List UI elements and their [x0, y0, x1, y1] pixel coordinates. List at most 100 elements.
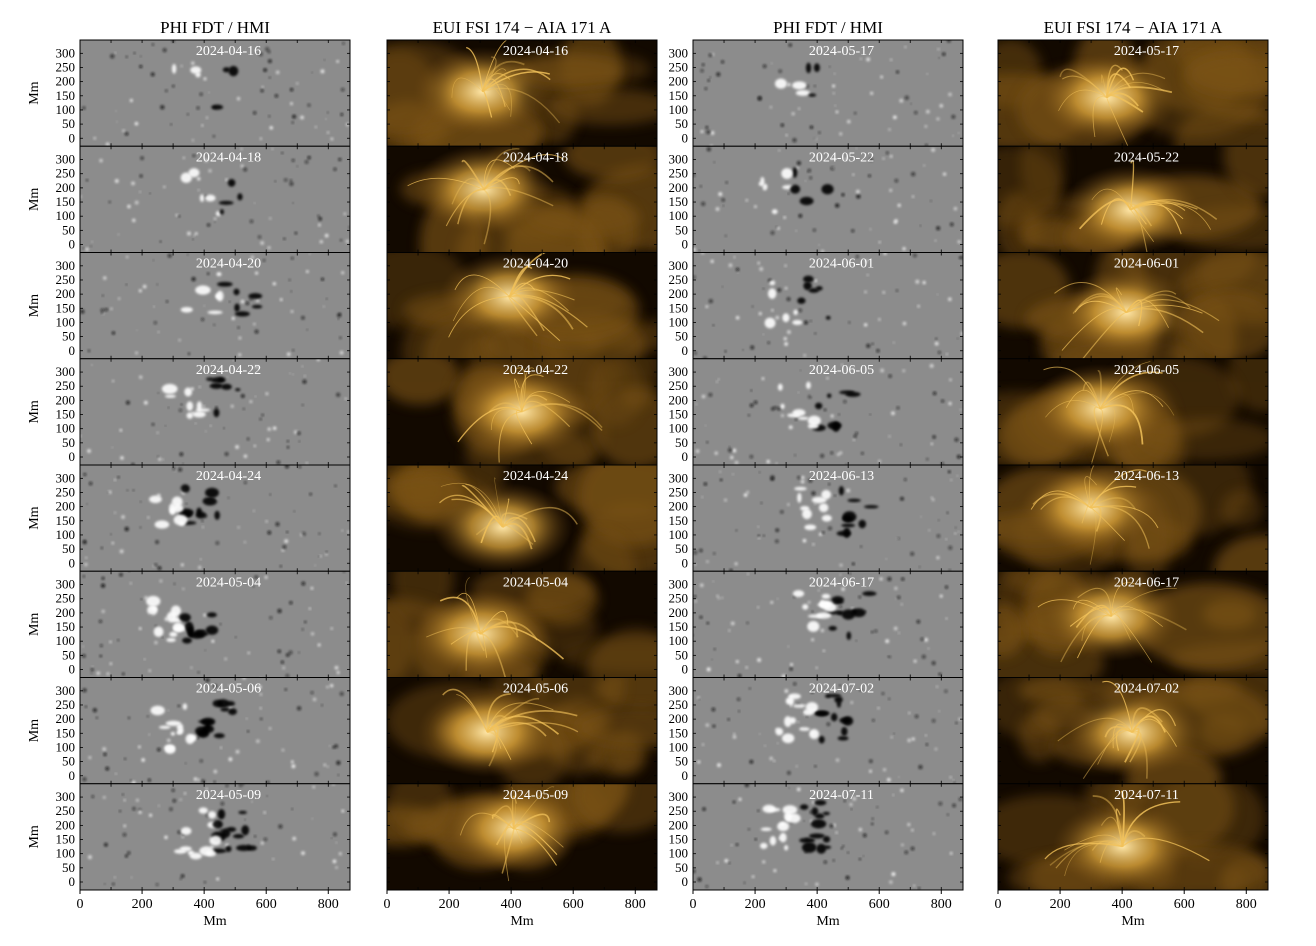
y-tick-label: 150	[56, 88, 76, 103]
panel-date: 2024-05-17	[809, 44, 874, 59]
y-tick-label: 250	[56, 484, 76, 499]
y-axis-label: Mm	[27, 506, 42, 529]
y-tick-label: 150	[56, 619, 76, 634]
y-tick-label: 200	[669, 499, 689, 514]
y-tick-label: 0	[69, 555, 76, 570]
y-tick-label: 150	[669, 513, 689, 528]
y-tick-label: 150	[669, 194, 689, 209]
y-tick-label: 200	[669, 711, 689, 726]
y-tick-label: 100	[56, 633, 76, 648]
y-tick-label: 250	[669, 591, 689, 606]
y-tick-label: 200	[56, 711, 76, 726]
panel-frame	[997, 783, 1269, 891]
y-tick-label: 200	[669, 286, 689, 301]
panel-frame	[79, 783, 351, 891]
y-tick-label: 200	[669, 605, 689, 620]
y-tick-label: 0	[682, 343, 689, 358]
panel-date: 2024-06-05	[809, 363, 874, 378]
y-tick-label: 250	[56, 378, 76, 393]
x-tick-label: 200	[439, 897, 460, 912]
y-tick-label: 50	[62, 647, 75, 662]
y-tick-label: 50	[62, 860, 75, 875]
y-tick-label: 300	[669, 258, 689, 273]
y-tick-label: 50	[675, 222, 688, 237]
y-axis-label: Mm	[27, 81, 42, 104]
column-title: EUI FSI 174 − AIA 171 A	[433, 18, 612, 37]
y-tick-label: 200	[669, 74, 689, 89]
y-tick-label: 0	[69, 768, 76, 783]
y-tick-label: 50	[675, 754, 688, 769]
panel-date: 2024-04-16	[503, 44, 568, 59]
panel-euv: 2024-04-18	[386, 145, 658, 253]
panel-euv: 2024-05-04	[386, 570, 658, 678]
panel-date: 2024-05-17	[1114, 44, 1179, 59]
panel-date: 2024-05-09	[196, 788, 261, 803]
x-axis-label: Mm	[510, 914, 533, 929]
panel-date: 2024-07-02	[809, 682, 874, 697]
y-tick-label: 0	[682, 555, 689, 570]
y-tick-label: 150	[56, 407, 76, 422]
y-tick-label: 300	[56, 45, 76, 60]
y-tick-label: 150	[56, 194, 76, 209]
panel-date: 2024-06-05	[1114, 363, 1179, 378]
y-tick-label: 200	[669, 392, 689, 407]
y-tick-label: 250	[56, 59, 76, 74]
y-tick-label: 50	[675, 435, 688, 450]
y-tick-label: 0	[682, 449, 689, 464]
y-tick-label: 100	[56, 739, 76, 754]
y-tick-label: 0	[682, 874, 689, 889]
y-tick-label: 300	[669, 789, 689, 804]
y-tick-label: 50	[675, 647, 688, 662]
y-tick-label: 0	[69, 130, 76, 145]
panel-date: 2024-05-04	[503, 575, 568, 590]
panel-date: 2024-06-13	[1114, 469, 1179, 484]
x-axis-label: Mm	[203, 914, 226, 929]
x-tick-label: 200	[1050, 897, 1071, 912]
x-tick-label: 200	[132, 897, 153, 912]
x-tick-label: 800	[318, 897, 339, 912]
panel-date: 2024-07-11	[809, 788, 874, 803]
x-axis-label: Mm	[816, 914, 839, 929]
y-tick-label: 100	[669, 208, 689, 223]
y-tick-label: 250	[669, 803, 689, 818]
y-tick-label: 0	[69, 874, 76, 889]
y-tick-label: 250	[669, 166, 689, 181]
y-tick-label: 50	[675, 329, 688, 344]
y-tick-label: 300	[56, 470, 76, 485]
y-tick-label: 300	[56, 683, 76, 698]
y-axis-label: Mm	[27, 294, 42, 317]
y-axis-label: Mm	[27, 719, 42, 742]
y-axis-label: Mm	[27, 400, 42, 423]
y-tick-label: 250	[56, 166, 76, 181]
panel-date: 2024-04-22	[196, 363, 261, 378]
panel-euv: 2024-05-09	[386, 783, 658, 891]
y-tick-label: 0	[69, 662, 76, 677]
panel-euv: 2024-06-13	[997, 464, 1269, 572]
y-tick-label: 300	[669, 577, 689, 592]
y-tick-label: 250	[669, 59, 689, 74]
y-tick-label: 300	[56, 789, 76, 804]
panel-date: 2024-07-02	[1114, 682, 1179, 697]
y-tick-label: 300	[669, 470, 689, 485]
y-tick-label: 0	[682, 130, 689, 145]
y-tick-label: 250	[669, 484, 689, 499]
y-tick-label: 150	[56, 513, 76, 528]
y-axis-label: Mm	[27, 613, 42, 636]
y-tick-label: 50	[62, 116, 75, 131]
y-tick-label: 100	[669, 421, 689, 436]
panel-euv: 2024-06-17	[997, 570, 1269, 678]
y-tick-label: 150	[669, 619, 689, 634]
y-tick-label: 200	[669, 180, 689, 195]
y-tick-label: 100	[56, 102, 76, 117]
x-axis-label: Mm	[1121, 914, 1144, 929]
panel-date: 2024-05-22	[1114, 150, 1179, 165]
x-tick-label: 0	[690, 897, 697, 912]
y-tick-label: 300	[56, 258, 76, 273]
y-tick-label: 50	[675, 541, 688, 556]
y-tick-label: 0	[682, 662, 689, 677]
